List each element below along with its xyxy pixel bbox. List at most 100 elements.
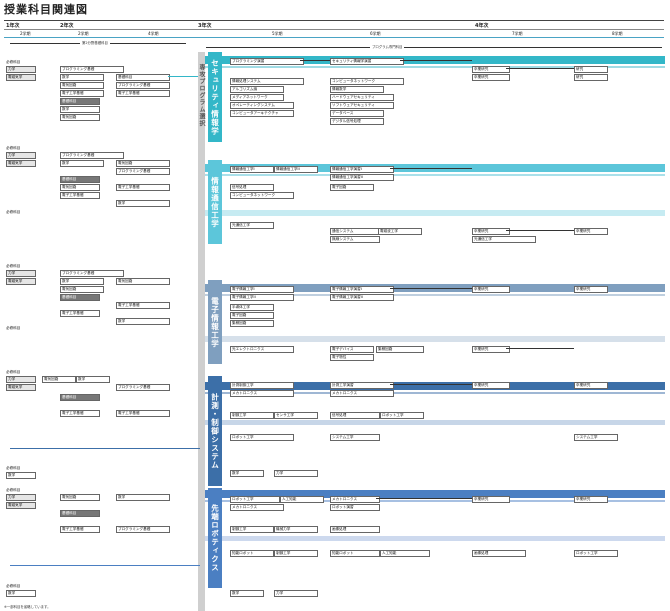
sec-course-7: ソフトウェアセキュリティ — [330, 102, 394, 109]
rob-course-5: 機械力学 — [274, 526, 318, 533]
ctl-course-1: 計測制御工学 — [230, 382, 294, 389]
ctl-course-6: システム工学 — [330, 434, 380, 441]
sec-course-14: オペレーティングシステム — [230, 102, 294, 109]
sec-course-15: コンピュータアーキテクチャ — [230, 110, 294, 117]
physics-5: 力学 — [6, 494, 36, 501]
program-band-ctl-sub — [205, 392, 665, 394]
rob-course-math: 数学 — [230, 590, 264, 597]
connector — [168, 76, 198, 77]
program-band-elec-sub — [205, 294, 665, 296]
mid-1c: 電子工学基礎 — [116, 90, 170, 97]
ctl-course-4: センサ工学 — [274, 412, 318, 419]
physics-2: 力学 — [6, 152, 36, 159]
intro-prog-3: プログラミング基礎 — [60, 270, 124, 277]
ele-course-8b: 集積回路 — [376, 346, 424, 353]
sec-course-8: データベース — [330, 110, 384, 117]
com-course-6: 電子回路 — [330, 184, 374, 191]
connector — [10, 565, 200, 566]
mid-3a: 電気回路 — [116, 278, 170, 285]
rob-course-2b: メカトロニクス — [330, 496, 380, 503]
rob-course-6: 知能ロボット — [230, 550, 274, 557]
com-course-11: 卒業研究 — [472, 228, 510, 235]
physics-1: 力学 — [6, 66, 36, 73]
electric-3: 電磁気学 — [6, 278, 36, 285]
intro-prog-2: プログラミング基礎 — [60, 152, 124, 159]
rob-course-7: 卒業研究 — [472, 496, 510, 503]
ctl-course-7: 卒業研究 — [472, 382, 510, 389]
ele-course-10: 光エレクトロニクス — [230, 346, 294, 353]
program-band-comm-sub2 — [205, 210, 665, 216]
com-course-12: 光通信工学 — [230, 222, 274, 229]
mid-2b: プログラミング基礎 — [116, 168, 170, 175]
ctl-course-math: 数学 — [230, 470, 264, 477]
ele-course-9b: 卒業研究 — [472, 346, 510, 353]
sec-course-2: セキュリティ情報学演習 — [330, 58, 404, 65]
sec-course-12: アルゴリズム論 — [230, 86, 284, 93]
connector — [400, 60, 472, 61]
electric-2: 電磁気学 — [6, 160, 36, 167]
rob-course-4: 制御工学 — [230, 526, 274, 533]
mid-2a: 電気回路 — [116, 160, 170, 167]
mid-5a: 数学 — [116, 494, 170, 501]
ctl-course-5: ロボット工学 — [380, 412, 424, 419]
sec-course-10b: 卒業研究 — [472, 74, 510, 81]
com-course-10: 無線システム — [330, 236, 380, 243]
basic-exp-5: 基礎科目 — [60, 510, 100, 517]
mid-3b: 電子工学基礎 — [116, 302, 170, 309]
rob-course-9: 画像処理 — [330, 526, 380, 533]
connector — [506, 348, 574, 349]
rob-course-1: ロボット工学 — [230, 496, 280, 503]
math-1: 数学 — [60, 74, 104, 81]
com-course-5: 信号処理 — [230, 184, 274, 191]
connector — [506, 68, 574, 69]
ele-course-5: 半導体工学 — [230, 304, 274, 311]
semester-4: 4学期 — [148, 31, 159, 36]
ctl-course-5b: ロボット工学 — [230, 434, 294, 441]
semester-6: 6学期 — [370, 31, 381, 36]
com-course-11b: 光通信工学 — [472, 236, 536, 243]
math-2: 数学 — [60, 160, 104, 167]
com-course-8: 通信システム — [330, 228, 380, 235]
com-course-9: 電磁波工学 — [378, 228, 422, 235]
mid-2d: 数学 — [116, 200, 170, 207]
electric-1: 電磁気学 — [6, 74, 36, 81]
circuit-1b: 電気回路 — [60, 114, 100, 121]
year-4: 4年次 — [475, 23, 489, 29]
circuit-2: 電気回路 — [60, 184, 100, 191]
semester-2b: 2学期 — [78, 31, 89, 36]
com-course-11c: 卒業研究 — [574, 228, 608, 235]
sec-course-11b: 研究 — [574, 74, 608, 81]
rob-course-4b: 制御工学 — [274, 550, 318, 557]
elec-basic-1: 電子工学基礎 — [60, 90, 104, 97]
ctl-course-2: メカトロニクス — [230, 390, 294, 397]
elec-basic-3: 電子工学基礎 — [60, 310, 100, 317]
program-label-rob: 先端ロボティクス — [208, 488, 222, 588]
ctl-course-2b: メカトロニクス — [330, 390, 394, 397]
semester-bottom-line — [4, 37, 664, 38]
physics-3: 力学 — [6, 270, 36, 277]
mid-4a: プログラミング基礎 — [116, 384, 170, 391]
program-band-rob-sub — [205, 500, 665, 502]
math-5b: 数学 — [6, 590, 36, 597]
ele-course-4: 電子情報工学演習II — [330, 294, 394, 301]
circuit-3: 電気回路 — [60, 286, 104, 293]
connector — [506, 230, 574, 231]
sec-course-1: プログラミング演習 — [230, 58, 304, 65]
program-label-security: セキュリティ情報学 — [208, 52, 222, 142]
circuit-5: 電気回路 — [60, 494, 100, 501]
ctl-course-8: 計測工学演習 — [330, 382, 394, 389]
rob-course-3: 人工知能 — [280, 496, 324, 503]
program-band-security-sub — [205, 66, 665, 68]
mid-1b: プログラミング基礎 — [116, 82, 170, 89]
sec-course-13: メディアネットワーク — [230, 94, 284, 101]
ctl-course-7b: 卒業研究 — [574, 382, 608, 389]
basic-exp-1: 基礎科目 — [60, 98, 100, 105]
ele-course-6: 電子回路 — [230, 312, 274, 319]
program-label-comm: 情報通信工学 — [208, 160, 222, 244]
com-course-4: 情報通信工学演習II — [330, 174, 394, 181]
basic-group-5: 必修科目 — [6, 488, 21, 492]
program-label-elec: 電子情報工学 — [208, 280, 222, 364]
semester-5: 5学期 — [272, 31, 283, 36]
com-course-7: コンピュータネットワーク — [230, 192, 294, 199]
connector — [390, 384, 472, 385]
